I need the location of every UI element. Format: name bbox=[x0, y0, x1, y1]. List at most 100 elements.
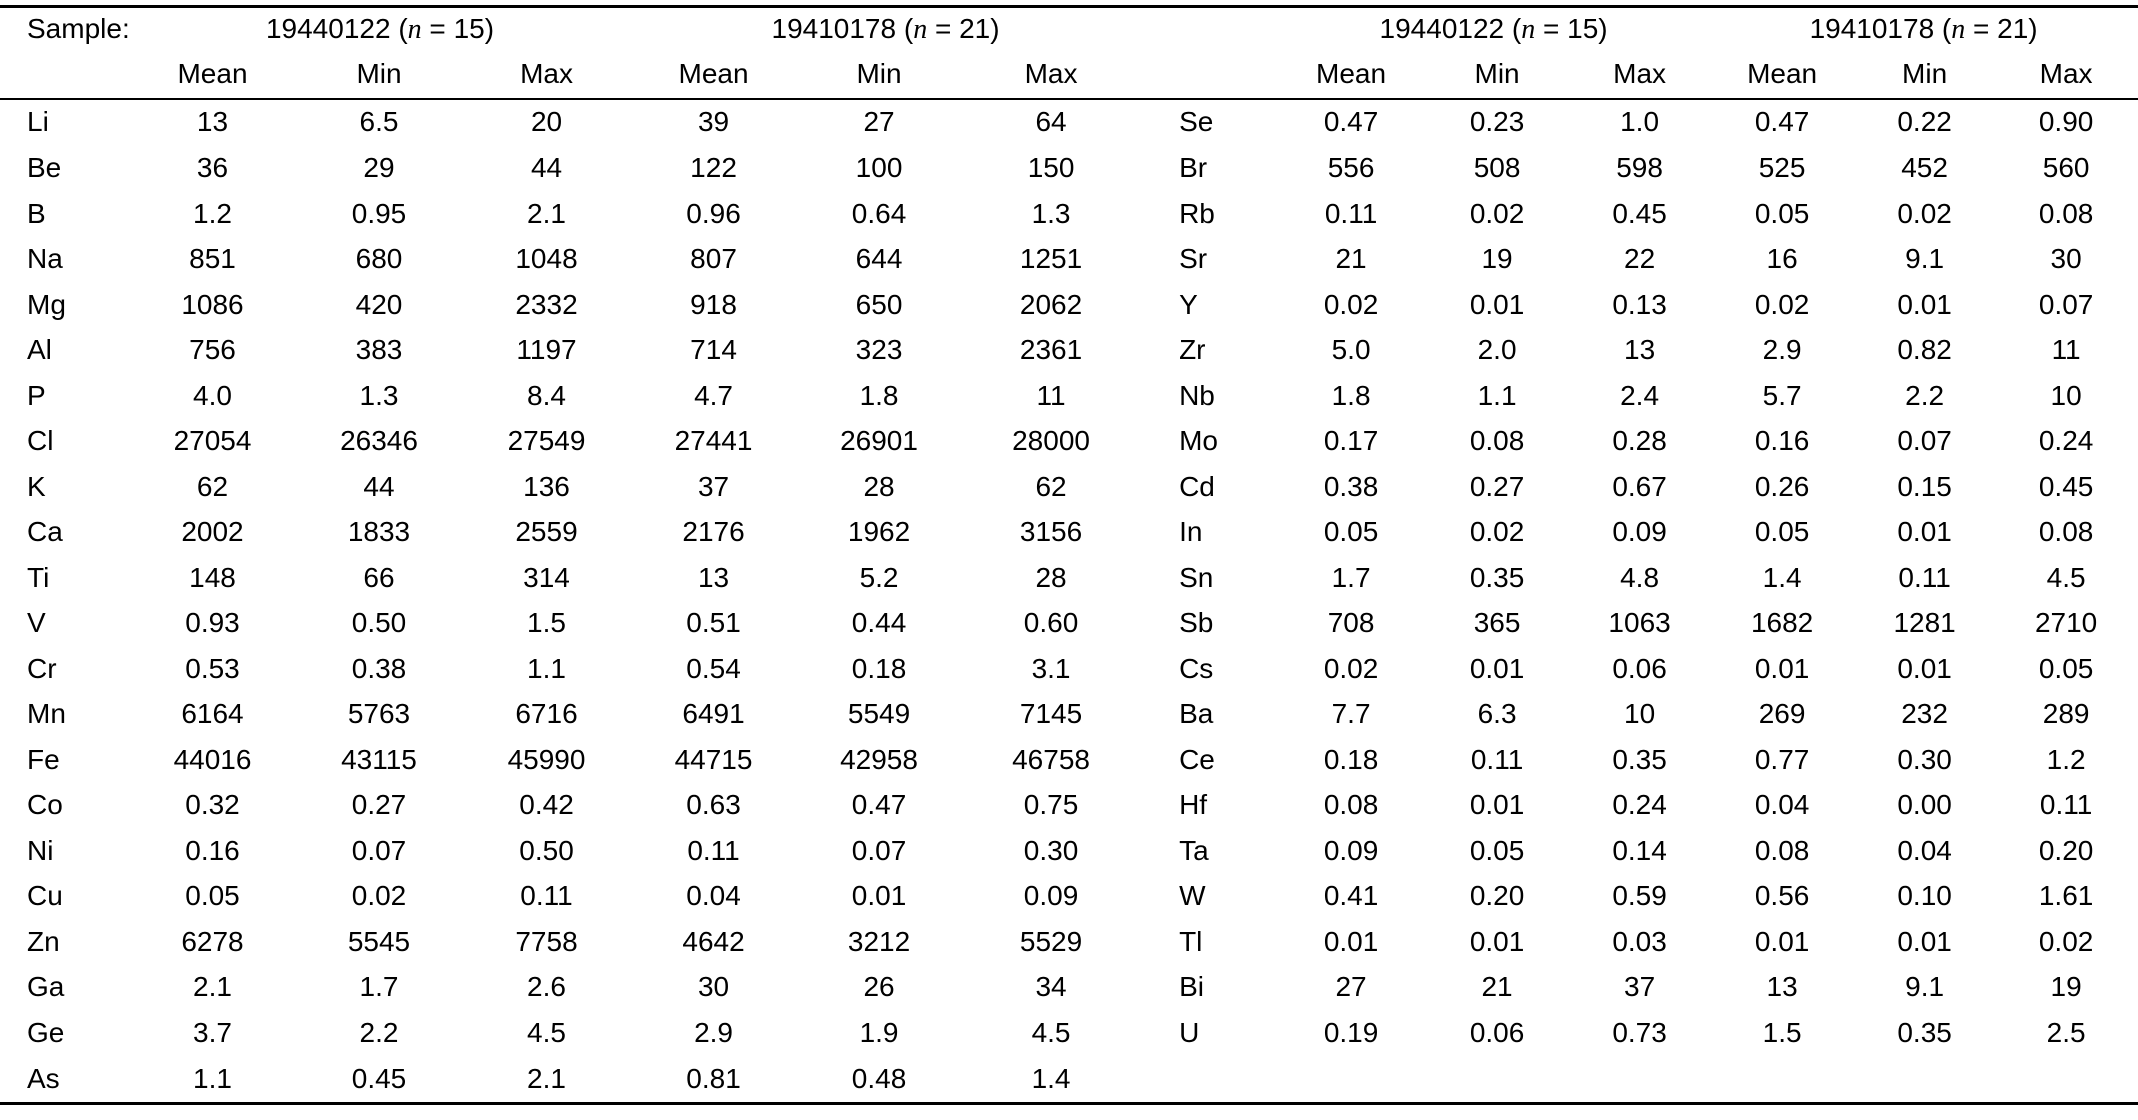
value-cell: 2361 bbox=[1019, 334, 1083, 366]
value-cell: 2002 bbox=[181, 516, 244, 548]
value-cell: 0.95 bbox=[351, 197, 407, 229]
value-cell: 0.30 bbox=[1023, 834, 1079, 866]
value-cell: 42958 bbox=[840, 743, 918, 775]
n-variable: n bbox=[1521, 13, 1536, 45]
value-cell: 5.0 bbox=[1331, 334, 1371, 366]
value-cell: 0.02 bbox=[1323, 288, 1379, 320]
value-cell: 62 bbox=[196, 470, 229, 502]
value-cell: 0.03 bbox=[1612, 925, 1667, 957]
value-cell: 0.90 bbox=[2038, 106, 2094, 138]
value-cell: 0.28 bbox=[1612, 425, 1667, 457]
n-variable: n bbox=[1951, 13, 1966, 45]
value-cell: 0.51 bbox=[686, 607, 741, 639]
value-cell: 7758 bbox=[515, 925, 578, 957]
value-cell: 1833 bbox=[347, 516, 411, 548]
table-row: Ga 2.1 1.7 2.6 30 26 34 Bi 27 21 37 13 9.1 19 bbox=[0, 965, 2138, 1011]
element-symbol: V bbox=[27, 607, 46, 639]
value-cell: 19 bbox=[1481, 243, 1513, 275]
value-cell: 807 bbox=[690, 243, 737, 275]
col-header-min: Min bbox=[356, 58, 402, 89]
value-cell: 10 bbox=[2050, 379, 2082, 411]
n-variable: n bbox=[913, 13, 928, 45]
value-cell: 1.2 bbox=[193, 197, 232, 229]
value-cell: 0.27 bbox=[1469, 470, 1525, 502]
spacer-cell bbox=[1141, 7, 1278, 51]
value-cell: 1.3 bbox=[1031, 197, 1071, 229]
table-row: P 4.0 1.3 8.4 4.7 1.8 11 Nb 1.8 1.1 2.4 5.7 2.2 10 bbox=[0, 373, 2138, 419]
col-header-min: Min bbox=[1474, 58, 1520, 89]
value-cell: 13 bbox=[1766, 971, 1798, 1003]
value-cell: 680 bbox=[355, 243, 403, 275]
value-cell: 0.01 bbox=[851, 880, 907, 912]
empty-cell bbox=[1570, 1056, 1709, 1104]
value-cell: 28 bbox=[863, 470, 895, 502]
value-cell: 0.08 bbox=[2038, 197, 2094, 229]
value-cell: 0.35 bbox=[1612, 743, 1667, 775]
element-symbol: Mg bbox=[27, 288, 66, 320]
value-cell: 30 bbox=[2050, 243, 2082, 275]
value-cell: 0.01 bbox=[1469, 925, 1525, 957]
value-cell: 0.05 bbox=[1754, 197, 1810, 229]
value-cell: 0.09 bbox=[1323, 834, 1379, 866]
n-count: = 21) bbox=[927, 12, 1000, 44]
element-symbol: Ge bbox=[27, 1016, 65, 1048]
table-row: Cr 0.53 0.38 1.1 0.54 0.18 3.1 Cs 0.02 0.01 0.06 0.… bbox=[0, 646, 2138, 692]
value-cell: 714 bbox=[690, 334, 737, 366]
value-cell: 1086 bbox=[181, 288, 244, 320]
table-row: Be 36 29 44 122 100 150 Br 556 508 598 525 452 560 bbox=[0, 145, 2138, 191]
value-cell: 0.09 bbox=[1612, 516, 1667, 548]
value-cell: 1.61 bbox=[2038, 880, 2094, 912]
value-cell: 0.42 bbox=[519, 789, 574, 821]
value-cell: 650 bbox=[855, 288, 903, 320]
value-cell: 0.04 bbox=[686, 880, 741, 912]
value-cell: 365 bbox=[1473, 607, 1521, 639]
value-cell: 0.08 bbox=[1323, 789, 1379, 821]
value-cell: 6491 bbox=[682, 698, 745, 730]
value-cell: 0.19 bbox=[1323, 1016, 1379, 1048]
value-cell: 100 bbox=[855, 152, 903, 184]
spacer-cell bbox=[1141, 51, 1278, 99]
value-cell: 560 bbox=[2042, 152, 2090, 184]
value-cell: 0.01 bbox=[1754, 652, 1810, 684]
value-cell: 1.7 bbox=[1331, 561, 1371, 593]
value-cell: 2.1 bbox=[193, 971, 232, 1003]
value-cell: 13 bbox=[1624, 334, 1656, 366]
value-cell: 0.16 bbox=[1754, 425, 1810, 457]
value-cell: 5.2 bbox=[859, 561, 899, 593]
element-symbol: Co bbox=[27, 789, 63, 821]
value-cell: 289 bbox=[2042, 698, 2090, 730]
value-cell: 0.81 bbox=[686, 1062, 741, 1094]
value-cell: 3.1 bbox=[1031, 652, 1071, 684]
value-cell: 5549 bbox=[847, 698, 911, 730]
table-row: Ca 2002 1833 2559 2176 1962 3156 In 0.05 0.02 0.09… bbox=[0, 510, 2138, 556]
value-cell: 64 bbox=[1035, 106, 1067, 138]
empty-cell bbox=[1994, 1056, 2138, 1104]
table-row: V 0.93 0.50 1.5 0.51 0.44 0.60 Sb 708 365 1063 1682… bbox=[0, 601, 2138, 647]
empty-cell bbox=[1141, 1056, 1278, 1104]
value-cell: 0.07 bbox=[851, 834, 907, 866]
value-cell: 44715 bbox=[674, 743, 753, 775]
value-cell: 0.11 bbox=[687, 834, 740, 866]
value-cell: 0.18 bbox=[1323, 743, 1379, 775]
value-cell: 0.50 bbox=[519, 834, 574, 866]
value-cell: 6164 bbox=[181, 698, 244, 730]
value-cell: 0.53 bbox=[185, 652, 240, 684]
value-cell: 1.0 bbox=[1620, 106, 1660, 138]
value-cell: 43115 bbox=[341, 743, 417, 775]
value-cell: 0.50 bbox=[351, 607, 407, 639]
table-row: B 1.2 0.95 2.1 0.96 0.64 1.3 Rb 0.11 0.02 0.45 0.05… bbox=[0, 191, 2138, 237]
table-row: Ge 3.7 2.2 4.5 2.9 1.9 4.5 U 0.19 0.06 0.73 1.5 0.35… bbox=[0, 1010, 2138, 1056]
value-cell: 0.01 bbox=[1897, 925, 1952, 957]
value-cell: 4642 bbox=[682, 925, 745, 957]
value-cell: 2.2 bbox=[1905, 379, 1945, 411]
value-cell: 0.05 bbox=[2038, 652, 2094, 684]
col-header-mean: Mean bbox=[177, 58, 248, 89]
element-symbol: U bbox=[1179, 1016, 1200, 1048]
value-cell: 26901 bbox=[840, 425, 918, 457]
n-count: = 15) bbox=[421, 12, 495, 44]
value-cell: 0.24 bbox=[2038, 425, 2094, 457]
value-cell: 8.4 bbox=[527, 379, 566, 411]
element-symbol: Y bbox=[1179, 288, 1198, 320]
element-symbol: Bi bbox=[1179, 971, 1204, 1003]
n-count: = 21) bbox=[1965, 12, 2038, 44]
